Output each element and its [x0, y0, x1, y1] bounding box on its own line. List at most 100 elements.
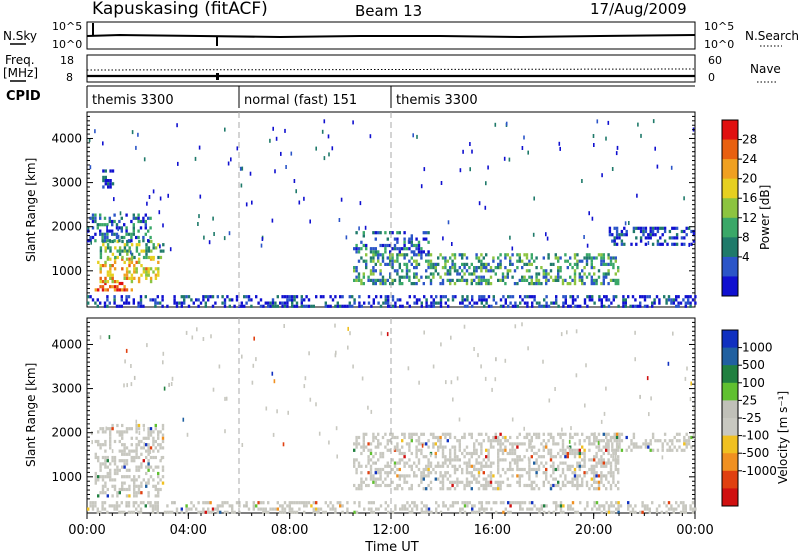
- range-cell: [161, 465, 165, 469]
- scatter-cell: [421, 443, 424, 448]
- range-cell: [367, 278, 370, 282]
- range-cell: [463, 432, 466, 436]
- range-cell: [221, 501, 224, 505]
- range-cell: [121, 436, 124, 440]
- range-cell: [552, 262, 555, 266]
- range-cell: [149, 267, 153, 271]
- range-cell: [473, 451, 476, 456]
- range-cell: [166, 504, 169, 508]
- range-cell: [647, 236, 650, 240]
- range-cell: [113, 295, 116, 299]
- range-cell: [543, 304, 546, 308]
- scatter-cell: [159, 244, 161, 249]
- range-cell: [434, 262, 437, 266]
- range-cell: [405, 262, 409, 266]
- range-cell: [420, 471, 423, 475]
- range-cell: [453, 262, 457, 266]
- range-cell: [101, 223, 104, 227]
- range-cell: [157, 487, 160, 492]
- range-cell: [135, 423, 138, 428]
- range-cell: [303, 504, 306, 508]
- range-cell: [161, 475, 165, 479]
- scatter-cell: [171, 376, 174, 381]
- scatter-cell: [690, 381, 692, 386]
- range-cell: [494, 435, 497, 440]
- range-cell: [159, 443, 162, 447]
- range-cell: [538, 301, 541, 305]
- range-cell: [444, 458, 447, 462]
- range-cell: [111, 252, 115, 256]
- range-cell: [427, 259, 430, 263]
- range-cell: [381, 480, 385, 484]
- scatter-cell: [323, 119, 326, 124]
- scatter-cell: [88, 138, 91, 143]
- range-cell: [116, 288, 119, 292]
- range-cell: [207, 295, 210, 299]
- range-cell: [518, 253, 521, 257]
- range-cell: [511, 275, 514, 279]
- range-cell: [387, 298, 390, 302]
- scatter-cell: [527, 150, 529, 155]
- range-cell: [485, 282, 488, 286]
- colorbar-swatch: [722, 237, 738, 258]
- range-cell: [501, 435, 505, 440]
- range-cell: [394, 507, 397, 511]
- range-cell: [427, 461, 430, 465]
- range-cell: [142, 304, 145, 308]
- range-cell: [463, 253, 466, 257]
- range-cell: [145, 249, 148, 253]
- range-cell: [145, 273, 148, 277]
- range-cell: [485, 432, 488, 436]
- range-cell: [405, 269, 409, 273]
- scatter-cell: [611, 167, 614, 171]
- range-cell: [607, 507, 611, 511]
- scatter-cell: [418, 380, 420, 385]
- range-cell: [281, 510, 284, 514]
- range-cell: [341, 510, 344, 514]
- range-cell: [545, 269, 548, 273]
- range-cell: [140, 249, 143, 253]
- range-cell: [425, 510, 428, 514]
- range-cell: [161, 298, 164, 302]
- range-cell: [463, 504, 467, 508]
- range-cell: [562, 504, 565, 508]
- range-cell: [312, 507, 315, 511]
- range-cell: [393, 487, 397, 491]
- range-cell: [369, 477, 373, 481]
- range-cell: [362, 439, 365, 443]
- range-cell: [683, 236, 686, 240]
- scatter-cell: [280, 151, 282, 156]
- scatter-cell: [239, 166, 242, 171]
- range-cell: [140, 491, 143, 495]
- range-cell: [365, 262, 368, 266]
- range-cell: [671, 236, 674, 240]
- range-cell: [571, 448, 574, 452]
- range-cell: [396, 445, 399, 449]
- range-cell: [528, 442, 531, 446]
- range-cell: [109, 478, 112, 482]
- range-cell: [573, 471, 577, 475]
- scatter-cell: [87, 394, 90, 399]
- range-cell: [538, 507, 541, 511]
- range-cell: [180, 507, 183, 511]
- range-cell: [471, 510, 474, 514]
- range-cell: [348, 304, 351, 308]
- range-cell: [384, 471, 387, 475]
- range-cell: [687, 295, 690, 299]
- range-cell: [677, 304, 680, 308]
- range-cell: [154, 501, 157, 505]
- range-cell: [353, 266, 356, 270]
- range-cell: [583, 301, 587, 305]
- range-cell: [415, 275, 418, 279]
- range-cell: [121, 423, 124, 428]
- range-cell: [391, 282, 394, 286]
- range-cell: [654, 226, 657, 230]
- range-cell: [437, 272, 440, 276]
- scatter-cell: [131, 130, 134, 135]
- range-cell: [611, 442, 614, 446]
- range-cell: [583, 298, 587, 302]
- range-cell: [554, 275, 557, 279]
- range-cell: [463, 510, 467, 514]
- colorbar-tick-label: 28: [742, 133, 757, 147]
